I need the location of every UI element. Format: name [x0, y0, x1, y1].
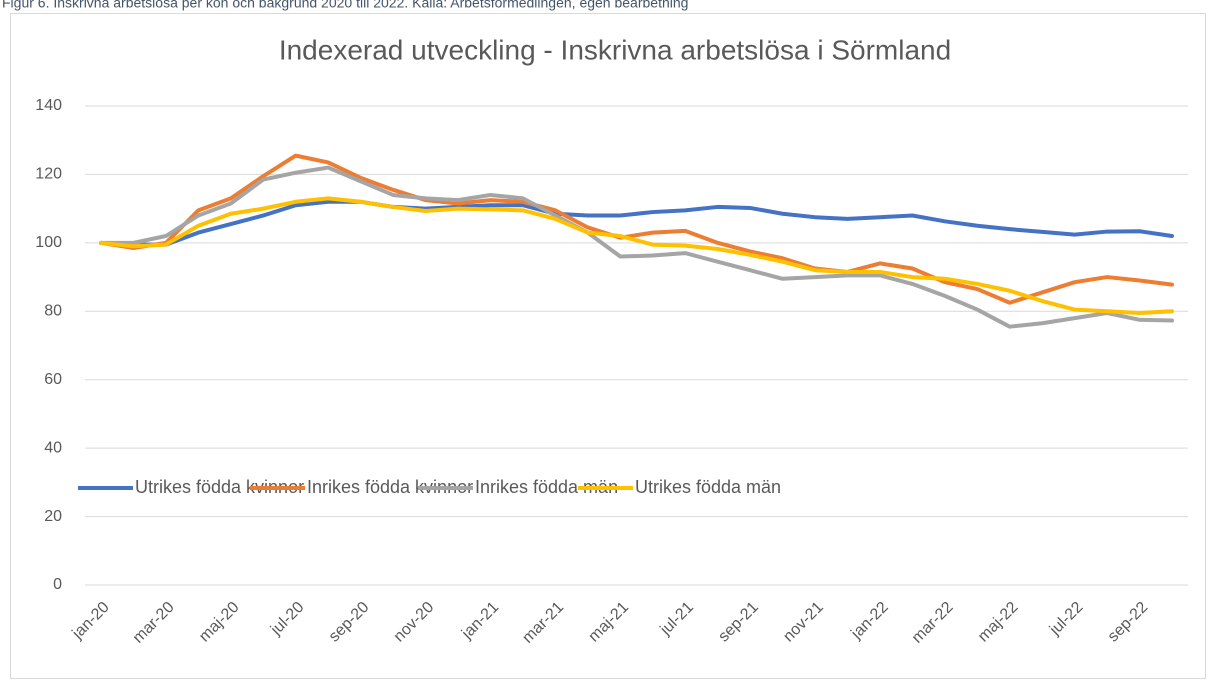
legend-label: Utrikes födda män — [635, 477, 781, 497]
y-tick-label: 40 — [44, 439, 62, 456]
legend-label: Inrikes födda kvinnor — [307, 477, 473, 497]
x-tick-label: jan-22 — [848, 599, 892, 643]
x-tick-label: sep-21 — [715, 599, 762, 646]
x-tick-label: maj-22 — [975, 599, 1022, 646]
x-tick-label: maj-21 — [585, 599, 632, 646]
x-tick-label: sep-22 — [1105, 599, 1152, 646]
x-tick-label: maj-20 — [196, 599, 243, 646]
y-tick-label: 100 — [35, 234, 62, 251]
y-tick-label: 140 — [35, 97, 62, 114]
x-tick-label: jul-22 — [1046, 599, 1086, 639]
y-tick-label: 120 — [35, 166, 62, 183]
y-tick-label: 20 — [44, 508, 62, 525]
caption: Figur 6. Inskrivna arbetslösa per kön oc… — [2, 0, 688, 11]
x-tick-label: sep-20 — [326, 599, 373, 646]
chart-border — [10, 13, 1206, 679]
x-tick-label: jul-21 — [657, 599, 697, 639]
x-tick-label: jan-21 — [458, 599, 502, 643]
series-line — [99, 153, 1174, 305]
x-tick-label: mar-22 — [909, 599, 957, 647]
series-line — [99, 165, 1174, 329]
y-tick-label: 0 — [53, 576, 62, 593]
x-tick-label: jan-20 — [69, 599, 113, 643]
series-line — [99, 199, 1174, 247]
series-line — [99, 196, 1174, 315]
legend-label: Inrikes födda män — [475, 477, 618, 497]
chart-title: Indexerad utveckling - Inskrivna arbetsl… — [279, 34, 951, 65]
x-tick-label: nov-20 — [391, 599, 438, 646]
legend-label: Utrikes födda kvinnor — [135, 477, 304, 497]
y-tick-label: 60 — [44, 371, 62, 388]
x-tick-label: mar-20 — [130, 599, 178, 647]
x-tick-label: nov-21 — [780, 599, 827, 646]
y-tick-label: 80 — [44, 303, 62, 320]
x-tick-label: mar-21 — [519, 599, 567, 647]
x-tick-label: jul-20 — [267, 599, 307, 639]
